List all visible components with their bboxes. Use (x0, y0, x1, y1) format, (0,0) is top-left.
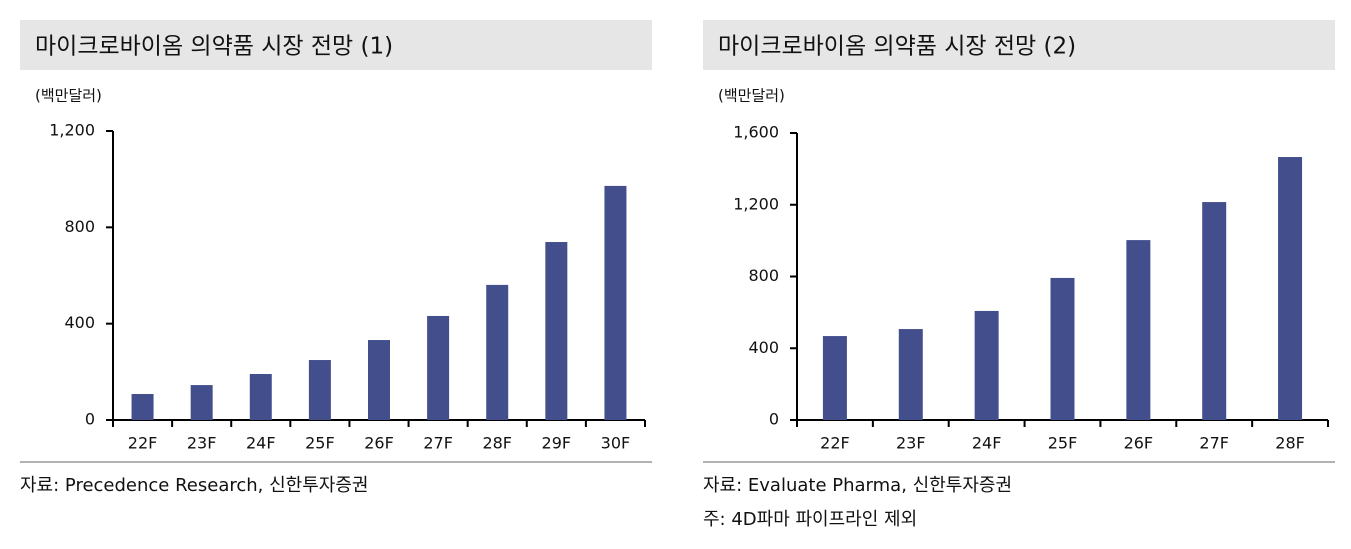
bar (974, 310, 999, 420)
bar (1202, 202, 1227, 420)
y-tick-label: 800 (748, 266, 779, 285)
bar (308, 360, 331, 420)
y-tick-label: 400 (64, 313, 95, 332)
bar (190, 385, 213, 420)
unit-label: (백만달러) (35, 87, 102, 105)
bar (1050, 277, 1075, 420)
bar (368, 340, 390, 420)
y-tick-label: 1,600 (733, 123, 779, 142)
y-tick-label: 800 (64, 217, 95, 236)
x-tick-label: 24F (246, 434, 276, 453)
x-tick-label: 23F (896, 434, 926, 453)
x-tick-label: 22F (128, 434, 158, 453)
note: 주: 4D파마 파이프라인 제외 (703, 509, 917, 530)
x-tick-label: 29F (542, 434, 572, 453)
bar (604, 185, 627, 420)
x-tick-label: 26F (1124, 434, 1154, 453)
x-tick-label: 26F (364, 434, 394, 453)
bar (822, 336, 847, 420)
source: 자료: Evaluate Pharma, 신한투자증권 (703, 475, 1012, 496)
bar (1278, 157, 1303, 420)
chart-title: 마이크로바이옴 의약품 시장 전망 (2) (718, 34, 1076, 60)
x-tick-label: 30F (601, 434, 631, 453)
x-tick-label: 25F (1048, 434, 1078, 453)
chart-title: 마이크로바이옴 의약품 시장 전망 (1) (35, 34, 393, 60)
bar (898, 329, 923, 420)
bar (1126, 240, 1151, 420)
x-tick-label: 22F (820, 434, 850, 453)
y-tick-label: 1,200 (733, 194, 779, 213)
y-tick-label: 1,200 (49, 121, 95, 140)
y-tick-label: 0 (85, 410, 95, 429)
x-tick-label: 23F (187, 434, 217, 453)
unit-label: (백만달러) (718, 87, 785, 105)
bar (486, 284, 509, 420)
bar (131, 393, 154, 420)
x-tick-label: 28F (1275, 434, 1305, 453)
y-tick-label: 400 (748, 338, 779, 357)
x-tick-label: 28F (482, 434, 512, 453)
bar (427, 315, 450, 420)
y-tick-label: 0 (769, 410, 779, 429)
header-box (20, 20, 652, 70)
bar (545, 242, 568, 420)
bar (249, 374, 272, 420)
x-tick-label: 24F (972, 434, 1002, 453)
x-tick-label: 27F (423, 434, 453, 453)
x-tick-label: 25F (305, 434, 335, 453)
source: 자료: Precedence Research, 신한투자증권 (20, 475, 368, 496)
header-box (703, 20, 1335, 70)
x-tick-label: 27F (1199, 434, 1229, 453)
